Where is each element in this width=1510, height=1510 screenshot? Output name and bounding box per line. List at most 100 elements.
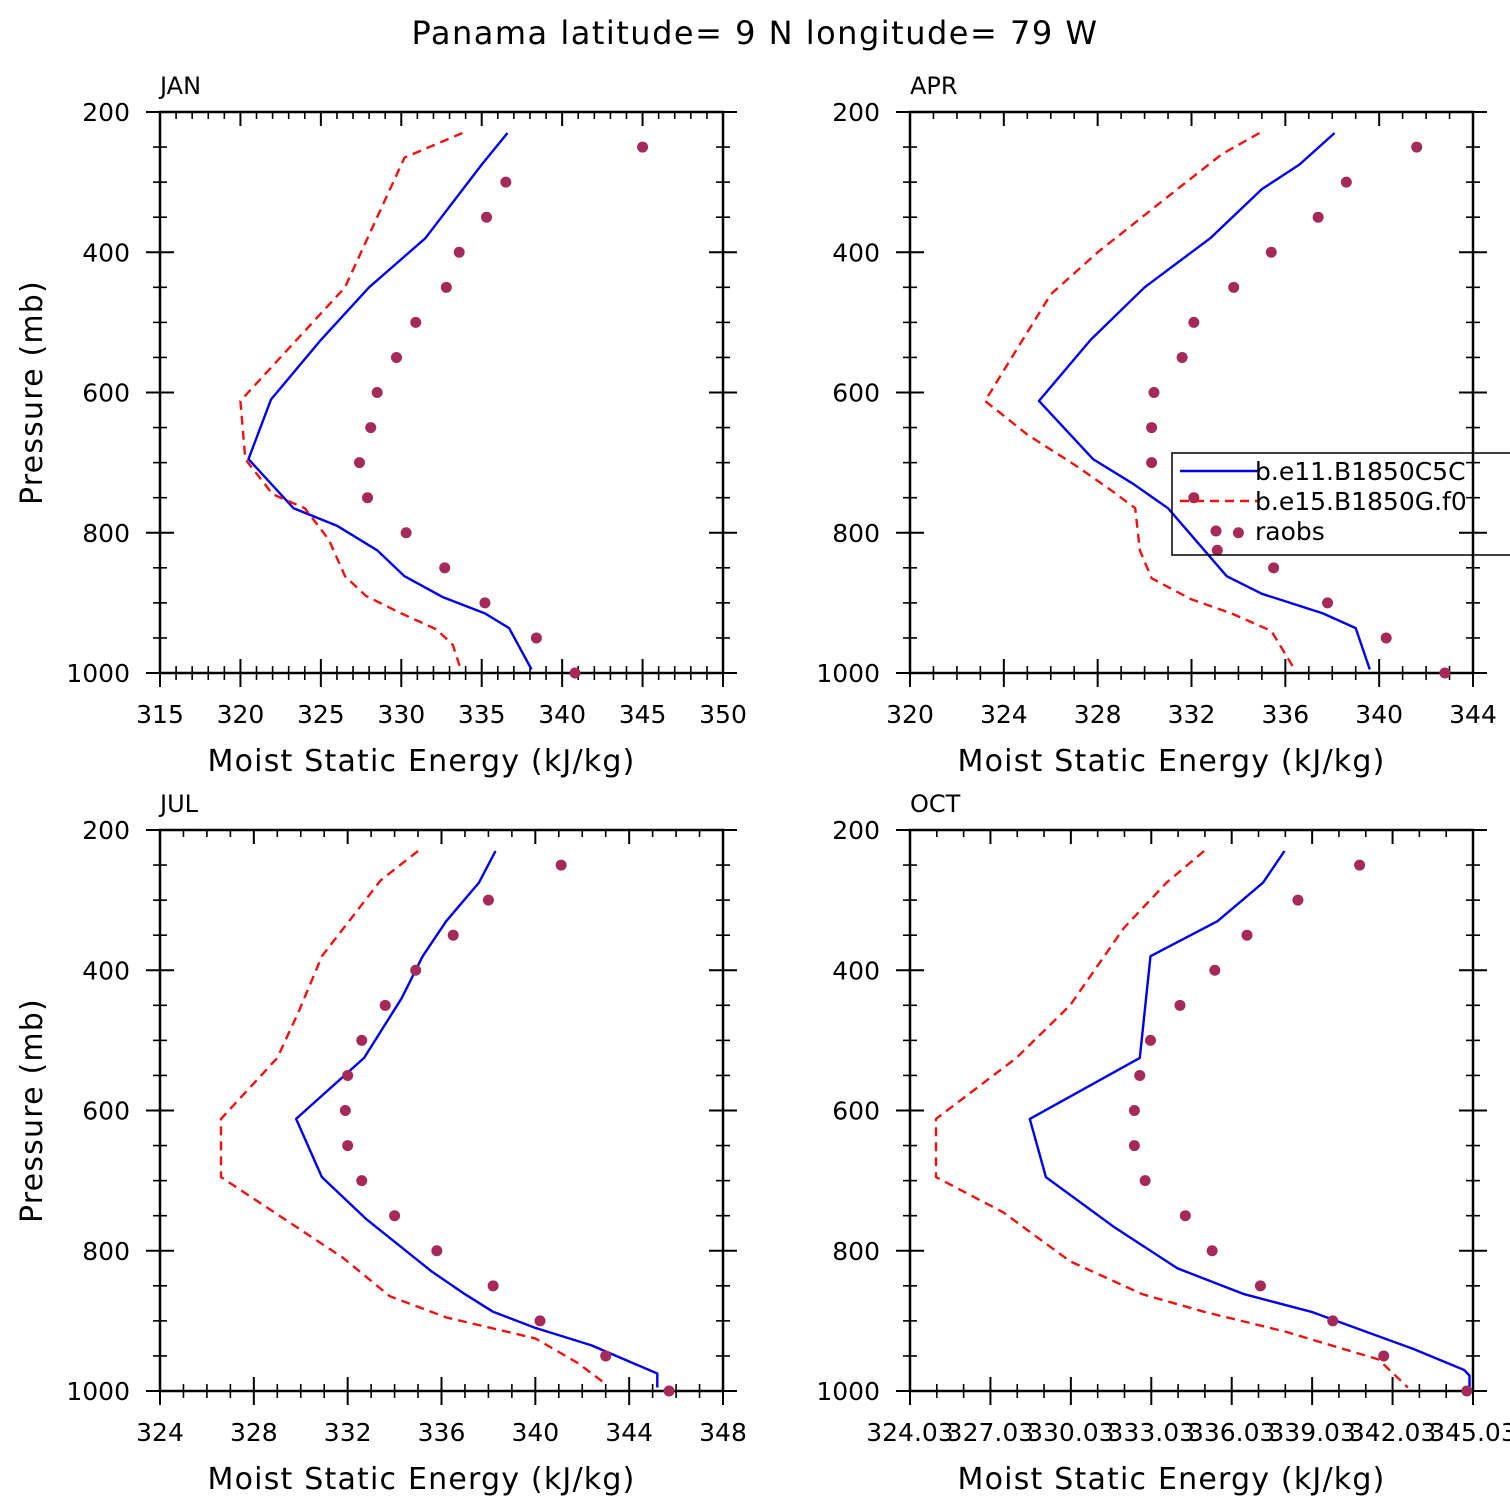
x-tick-label: 330 <box>377 700 425 729</box>
panel-label-jul: JUL <box>158 790 199 818</box>
x-tick-label: 344 <box>605 1418 653 1447</box>
y-tick-label: 600 <box>832 379 880 408</box>
x-tick-label: 336 <box>1261 700 1309 729</box>
y-tick-label: 800 <box>82 1237 130 1266</box>
y-tick-label: 400 <box>82 238 130 267</box>
obs-point <box>447 929 459 941</box>
obs-point <box>389 1210 401 1222</box>
x-axis-label: Moist Static Energy (kJ/kg) <box>208 1462 636 1497</box>
obs-point <box>600 1350 612 1362</box>
y-axis-label: Pressure (mb) <box>15 998 50 1223</box>
x-axis-label: Moist Static Energy (kJ/kg) <box>208 744 636 779</box>
obs-point <box>530 632 542 644</box>
y-axis-label: Pressure (mb) <box>15 280 50 505</box>
obs-point <box>1179 1210 1191 1222</box>
obs-point <box>1411 141 1423 153</box>
obs-point <box>481 211 493 223</box>
x-tick-label: 342.03 <box>1349 1418 1436 1447</box>
x-tick-label: 328 <box>230 1418 278 1447</box>
obs-point <box>1176 351 1188 363</box>
series-line-b.e15.B1850G.f0 <box>219 850 607 1385</box>
x-tick-label: 340 <box>1355 700 1403 729</box>
series-line-b.e15.B1850G.f0 <box>239 131 463 670</box>
x-tick-label: 340 <box>511 1418 559 1447</box>
obs-point <box>362 492 374 504</box>
obs-point <box>1340 176 1352 188</box>
panel-label-jan: JAN <box>158 72 201 100</box>
obs-point <box>371 387 383 398</box>
obs-point <box>1209 964 1221 976</box>
legend-label: b.e15.B1850G.f0 <box>1255 487 1467 516</box>
series-line-b.e11.B1850C5C <box>1037 132 1371 670</box>
x-tick-label: 339.03 <box>1268 1418 1355 1447</box>
obs-point <box>479 597 491 609</box>
y-tick-label: 800 <box>832 519 880 548</box>
obs-point <box>569 667 581 679</box>
series-line-b.e15.B1850G.f0 <box>934 850 1409 1389</box>
x-tick-label: 320 <box>886 700 934 729</box>
obs-point <box>1139 1175 1151 1187</box>
obs-point <box>1188 316 1200 328</box>
plot-frame <box>908 110 1475 675</box>
obs-point <box>1228 281 1240 293</box>
plot-frame <box>908 828 1475 1393</box>
obs-point <box>1378 1350 1390 1362</box>
y-tick-label: 1000 <box>66 1377 130 1406</box>
series-line-b.e11.B1850C5C <box>1028 850 1471 1391</box>
plot-frame <box>158 110 725 675</box>
y-tick-label: 400 <box>832 956 880 985</box>
obs-point <box>342 1069 354 1081</box>
obs-point <box>1439 667 1451 679</box>
obs-point <box>439 562 451 574</box>
y-tick-label: 1000 <box>816 1377 880 1406</box>
obs-point <box>1254 1280 1266 1292</box>
legend-label: b.e11.B1850C5C <box>1255 457 1466 486</box>
y-tick-label: 1000 <box>66 659 130 688</box>
x-tick-label: 345 <box>619 700 667 729</box>
obs-point <box>400 527 412 539</box>
obs-point <box>1322 597 1334 609</box>
y-tick-label: 200 <box>82 816 130 845</box>
x-tick-label: 340 <box>538 700 586 729</box>
obs-point <box>1128 1105 1140 1116</box>
obs-point <box>663 1385 675 1397</box>
obs-point <box>453 246 465 258</box>
x-tick-label: 324 <box>980 700 1028 729</box>
y-tick-label: 200 <box>832 98 880 127</box>
obs-point <box>1174 999 1186 1011</box>
obs-point <box>555 859 567 871</box>
obs-point <box>1268 562 1280 574</box>
obs-point <box>487 1280 499 1292</box>
panel-label-apr: APR <box>910 72 958 100</box>
legend-label: raobs <box>1255 517 1325 546</box>
y-tick-label: 600 <box>82 379 130 408</box>
y-tick-label: 200 <box>82 98 130 127</box>
obs-point <box>1232 527 1244 539</box>
obs-point <box>353 457 365 469</box>
obs-point <box>356 1034 368 1046</box>
y-tick-label: 200 <box>832 816 880 845</box>
x-axis-label: Moist Static Energy (kJ/kg) <box>958 1462 1386 1497</box>
obs-point <box>410 964 422 976</box>
obs-point <box>342 1140 354 1152</box>
obs-point <box>482 894 494 906</box>
x-tick-label: 336 <box>418 1418 466 1447</box>
panel-jan: JAN 315 320 325 330 335 340 345 350 200 400 600 800 1… <box>15 72 747 779</box>
panel-label-oct: OCT <box>910 790 961 818</box>
legend-marker <box>1210 525 1222 537</box>
y-tick-label: 400 <box>82 956 130 985</box>
obs-point <box>1327 1315 1339 1327</box>
obs-point <box>1206 1245 1218 1257</box>
x-tick-label: 350 <box>699 700 747 729</box>
obs-point <box>410 316 422 328</box>
x-axis-label: Moist Static Energy (kJ/kg) <box>958 744 1386 779</box>
x-tick-label: 332 <box>324 1418 372 1447</box>
legend-frame <box>1171 452 1510 556</box>
x-tick-label: 335 <box>458 700 506 729</box>
series-line-b.e15.B1850G.f0 <box>983 131 1296 671</box>
y-tick-label: 400 <box>832 238 880 267</box>
obs-point <box>1134 1069 1146 1081</box>
obs-point <box>356 1175 368 1187</box>
obs-point <box>1292 894 1304 906</box>
